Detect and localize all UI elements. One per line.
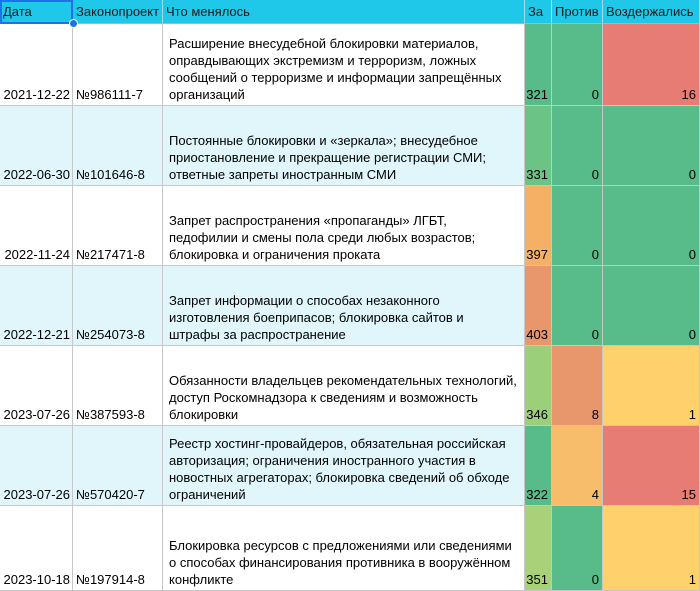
cell-changes[interactable]: Блокировка ресурсов с предложениями или …	[163, 506, 525, 591]
cell-changes[interactable]: Расширение внесудебной блокировки матери…	[163, 24, 525, 106]
cell-against[interactable]: 0	[552, 506, 603, 591]
header-bill[interactable]: Законопроект	[73, 0, 163, 24]
cell-abstained[interactable]: 0	[603, 106, 700, 186]
cell-for[interactable]: 322	[525, 426, 552, 506]
cell-changes[interactable]: Обязанности владельцев рекомендательных …	[163, 346, 525, 426]
cell-bill[interactable]: №101646-8	[73, 106, 163, 186]
header-date[interactable]: Дата	[0, 0, 73, 24]
cell-date[interactable]: 2023-07-26	[0, 346, 73, 426]
cell-date[interactable]: 2022-06-30	[0, 106, 73, 186]
cell-changes[interactable]: Реестр хостинг-провайдеров, обязательная…	[163, 426, 525, 506]
cell-abstained[interactable]: 0	[603, 186, 700, 266]
cell-for[interactable]: 321	[525, 24, 552, 106]
header-abstained[interactable]: Воздержались	[603, 0, 700, 24]
cell-against[interactable]: 0	[552, 106, 603, 186]
cell-bill[interactable]: №217471-8	[73, 186, 163, 266]
header-against[interactable]: Против	[552, 0, 603, 24]
cell-abstained[interactable]: 16	[603, 24, 700, 106]
cell-against[interactable]: 0	[552, 186, 603, 266]
cell-against[interactable]: 4	[552, 426, 603, 506]
cell-changes[interactable]: Запрет информации о способах незаконного…	[163, 266, 525, 346]
cell-date[interactable]: 2021-12-22	[0, 24, 73, 106]
cell-date[interactable]: 2022-12-21	[0, 266, 73, 346]
cell-abstained[interactable]: 15	[603, 426, 700, 506]
cell-against[interactable]: 8	[552, 346, 603, 426]
cell-bill[interactable]: №254073-8	[73, 266, 163, 346]
header-changes[interactable]: Что менялось	[163, 0, 525, 24]
cell-changes[interactable]: Постоянные блокировки и «зеркала»; внесу…	[163, 106, 525, 186]
cell-date[interactable]: 2023-07-26	[0, 426, 73, 506]
selection-handle[interactable]	[69, 19, 78, 28]
cell-against[interactable]: 0	[552, 266, 603, 346]
cell-bill[interactable]: №197914-8	[73, 506, 163, 591]
cell-for[interactable]: 403	[525, 266, 552, 346]
header-for[interactable]: За	[525, 0, 552, 24]
cell-abstained[interactable]: 1	[603, 506, 700, 591]
cell-date[interactable]: 2022-11-24	[0, 186, 73, 266]
cell-abstained[interactable]: 0	[603, 266, 700, 346]
cell-abstained[interactable]: 1	[603, 346, 700, 426]
cell-changes[interactable]: Запрет распространения «пропаганды» ЛГБТ…	[163, 186, 525, 266]
cell-against[interactable]: 0	[552, 24, 603, 106]
cell-for[interactable]: 331	[525, 106, 552, 186]
cell-bill[interactable]: №570420-7	[73, 426, 163, 506]
cell-bill[interactable]: №387593-8	[73, 346, 163, 426]
cell-bill[interactable]: №986111-7	[73, 24, 163, 106]
cell-for[interactable]: 351	[525, 506, 552, 591]
cell-date[interactable]: 2023-10-18	[0, 506, 73, 591]
cell-for[interactable]: 346	[525, 346, 552, 426]
cell-for[interactable]: 397	[525, 186, 552, 266]
